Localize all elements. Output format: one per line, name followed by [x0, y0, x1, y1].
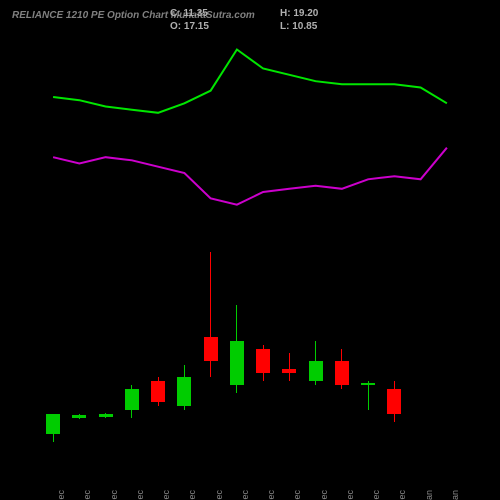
close-value: 11.35	[183, 8, 207, 19]
x-tick-label: 17 Dec	[161, 490, 171, 500]
low-cell: L: 10.85	[280, 21, 330, 32]
x-tick-label: 26 Dec	[319, 490, 329, 500]
x-tick-label: 24 Dec	[292, 490, 302, 500]
ohlc-panel: C: 11.35 H: 19.20 O: 17.15 L: 10.85	[170, 8, 330, 32]
x-tick-label: 18 Dec	[187, 490, 197, 500]
candle-body	[151, 381, 165, 401]
x-tick-label: 27 Dec	[345, 490, 355, 500]
close-cell: C: 11.35	[170, 8, 220, 19]
candle-body	[125, 389, 139, 409]
chart-container: { "meta": { "title": "RELIANCE 1210 PE O…	[0, 0, 500, 500]
candle-wick	[368, 381, 369, 409]
x-tick-label: 30 Dec	[371, 490, 381, 500]
low-value: 10.85	[292, 21, 317, 32]
candle-body	[46, 414, 60, 434]
candle-body	[177, 377, 191, 405]
candle-body	[387, 389, 401, 413]
x-tick-label: 12 Dec	[82, 490, 92, 500]
candlestick-chart	[40, 240, 460, 450]
x-axis: 11 Dec12 Dec13 Dec16 Dec17 Dec18 Dec19 D…	[40, 450, 460, 490]
candle-body	[204, 337, 218, 361]
x-tick-label: 16 Dec	[135, 490, 145, 500]
candle-body	[230, 341, 244, 385]
ohlc-row-2: O: 17.15 L: 10.85	[170, 21, 330, 32]
x-tick-label: 11 Dec	[56, 490, 66, 500]
high-cell: H: 19.20	[280, 8, 330, 19]
high-label: H:	[280, 8, 291, 19]
candle-body	[282, 369, 296, 373]
candle-wick	[289, 353, 290, 381]
candle-body	[99, 414, 113, 416]
low-label: L:	[280, 21, 289, 32]
open-cell: O: 17.15	[170, 21, 220, 32]
high-value: 19.20	[293, 8, 318, 19]
green-indicator-line	[53, 50, 447, 113]
x-tick-label: 01 Jan	[424, 490, 434, 500]
indicator-chart	[40, 40, 460, 230]
candle-body	[335, 361, 349, 385]
candle-body	[72, 415, 86, 417]
ohlc-row-1: C: 11.35 H: 19.20	[170, 8, 330, 19]
open-value: 17.15	[184, 21, 209, 32]
open-label: O:	[170, 21, 181, 32]
magenta-indicator-line	[53, 148, 447, 205]
close-label: C:	[170, 8, 181, 19]
x-tick-label: 31 Dec	[397, 490, 407, 500]
x-tick-label: 23 Dec	[266, 490, 276, 500]
x-tick-label: 20 Dec	[240, 490, 250, 500]
x-tick-label: 02 Jan	[450, 490, 460, 500]
candle-body	[361, 383, 375, 385]
x-tick-label: 19 Dec	[214, 490, 224, 500]
candle-body	[309, 361, 323, 381]
candle-body	[256, 349, 270, 373]
x-tick-label: 13 Dec	[109, 490, 119, 500]
